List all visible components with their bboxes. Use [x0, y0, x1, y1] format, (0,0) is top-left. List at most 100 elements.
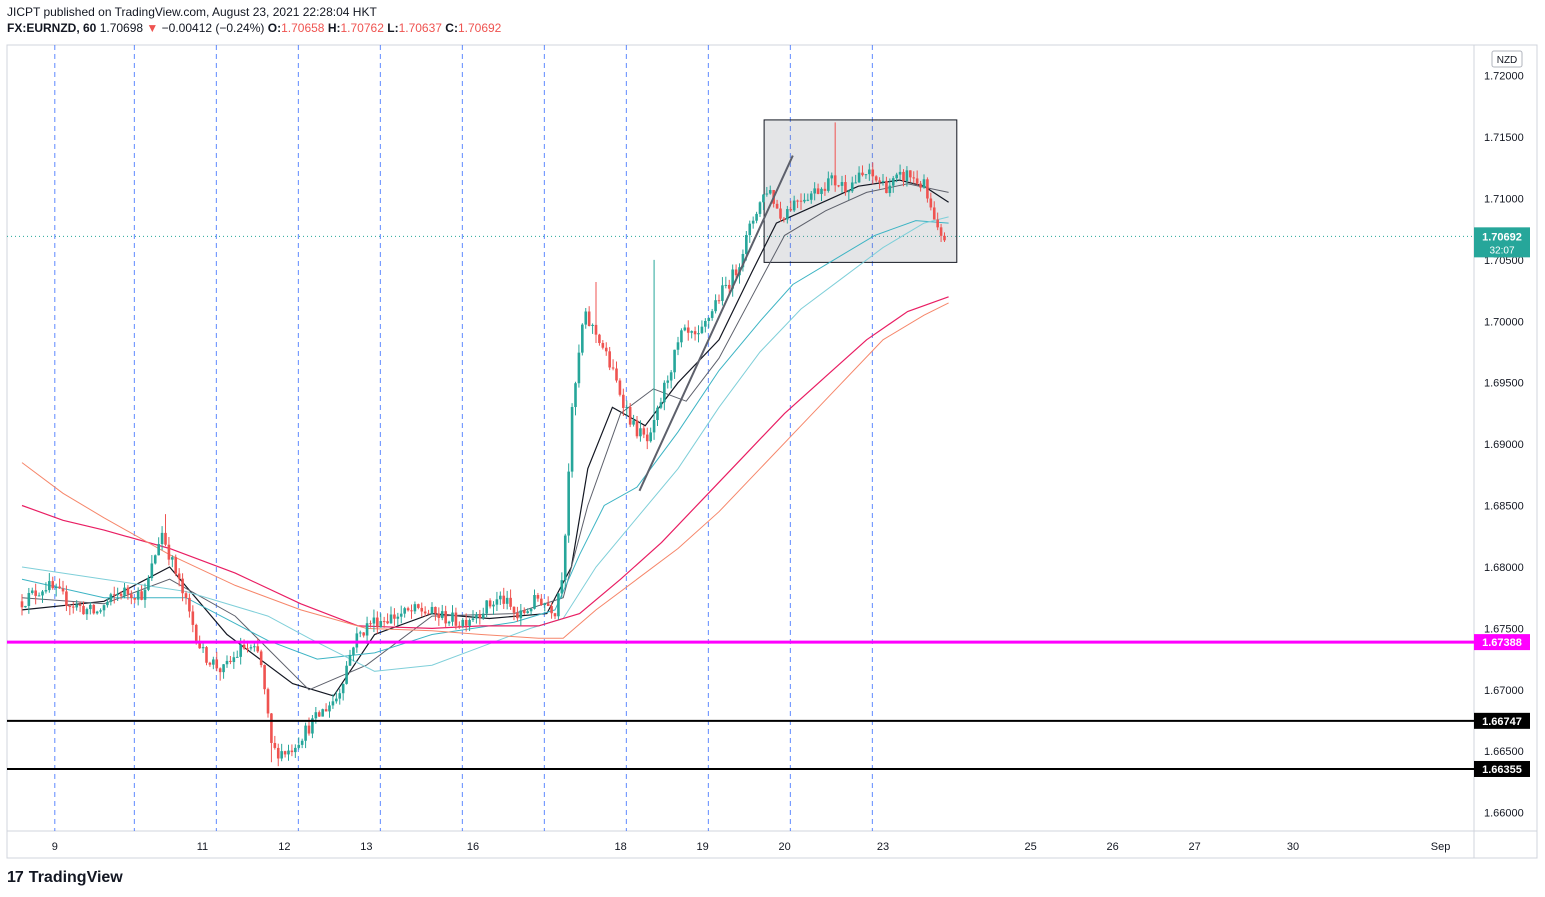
- candle-body: [574, 383, 577, 408]
- candle-body: [611, 367, 615, 369]
- candle-body: [92, 604, 96, 614]
- candle-body: [317, 712, 321, 717]
- candle-body: [553, 613, 557, 617]
- candle-body: [775, 203, 779, 209]
- x-tick-label: 25: [1024, 841, 1036, 853]
- moving-average-line: [21, 216, 949, 672]
- candle-body: [239, 644, 242, 657]
- candle-body: [888, 185, 892, 194]
- change-value: −0.00412 (−0.24%): [161, 21, 265, 35]
- candle-body: [782, 218, 786, 220]
- y-tick-label: 1.71000: [1484, 194, 1524, 206]
- candle-body: [194, 624, 198, 642]
- candle-body: [167, 544, 171, 560]
- candle-body: [34, 590, 37, 596]
- candle-body: [929, 198, 933, 208]
- candle-body: [413, 604, 417, 612]
- x-tick-label: 23: [877, 841, 889, 853]
- candle-body: [208, 662, 212, 665]
- candle-body: [516, 612, 519, 619]
- candle-body: [499, 595, 502, 600]
- candle-body: [741, 253, 745, 268]
- candle-body: [796, 200, 799, 202]
- candle-body: [659, 402, 663, 408]
- level-price-label: 1.67388: [1482, 637, 1522, 649]
- candle-body: [136, 591, 140, 600]
- candle-body: [82, 605, 85, 615]
- candle-body: [437, 613, 441, 619]
- candle-body: [89, 604, 92, 610]
- candle-body: [806, 199, 810, 201]
- x-tick-label: 26: [1106, 841, 1118, 853]
- candle-body: [649, 432, 652, 442]
- candle-body: [710, 311, 714, 318]
- candle-body: [331, 701, 335, 706]
- candle-body: [902, 171, 905, 181]
- candle-body: [577, 352, 581, 384]
- candle-body: [372, 617, 376, 624]
- candle-body: [324, 709, 328, 712]
- candle-body: [936, 219, 939, 228]
- candle-body: [386, 621, 389, 624]
- candle-body: [823, 188, 827, 191]
- candle-body: [536, 595, 540, 599]
- level-price-label: 1.66355: [1482, 764, 1522, 776]
- candle-body: [249, 647, 253, 649]
- candle-body: [587, 311, 591, 326]
- level-price-tag: [1474, 634, 1530, 651]
- candle-body: [440, 611, 444, 619]
- candle-body: [820, 188, 823, 194]
- candle-body: [447, 621, 451, 624]
- candle-body: [522, 610, 526, 614]
- candle-body: [878, 180, 881, 183]
- candle-body: [762, 194, 765, 203]
- publisher-line: JICPT published on TradingView.com, Augu…: [7, 5, 377, 19]
- candle-body: [854, 182, 857, 184]
- candle-body: [792, 200, 796, 211]
- candle-body: [840, 182, 844, 186]
- candle-body: [464, 619, 468, 626]
- candle-body: [468, 620, 471, 626]
- candle-body: [871, 169, 875, 177]
- candle-body: [550, 606, 553, 614]
- moving-average-line: [21, 183, 949, 691]
- candle-body: [563, 535, 567, 581]
- candle-body: [65, 591, 68, 607]
- candle-body: [283, 751, 287, 755]
- candle-body: [410, 610, 413, 612]
- candle-body: [458, 625, 461, 627]
- candle-body: [430, 606, 434, 614]
- candle-body: [287, 750, 290, 755]
- candle-body: [628, 406, 632, 425]
- x-tick-label: 18: [614, 841, 626, 853]
- candle-body: [276, 747, 280, 759]
- candle-body: [604, 347, 608, 352]
- candle-body: [181, 578, 184, 594]
- candle-body: [225, 660, 229, 665]
- candle-body: [478, 614, 482, 618]
- candle-body: [505, 597, 509, 604]
- candle-body: [157, 544, 160, 556]
- candle-body: [816, 188, 820, 194]
- currency-badge: [1491, 50, 1523, 68]
- candle-body: [461, 619, 465, 627]
- candle-body: [130, 594, 133, 598]
- candle-body: [376, 617, 379, 628]
- y-tick-label: 1.69500: [1484, 378, 1524, 390]
- candle-body: [160, 532, 164, 545]
- candle-body: [266, 689, 270, 714]
- candle-body: [215, 659, 219, 669]
- candle-body: [540, 598, 543, 605]
- candle-body: [54, 586, 58, 589]
- candle-body: [153, 555, 157, 564]
- candle-body: [126, 587, 130, 595]
- candle-body: [345, 665, 348, 684]
- candle-body: [263, 665, 266, 690]
- tradingview-logo-icon: 17: [7, 869, 24, 886]
- y-tick-label: 1.66000: [1484, 808, 1524, 820]
- candle-body: [639, 428, 642, 437]
- candle-body: [232, 657, 236, 663]
- candle-body: [314, 712, 318, 719]
- candle-body: [768, 190, 772, 194]
